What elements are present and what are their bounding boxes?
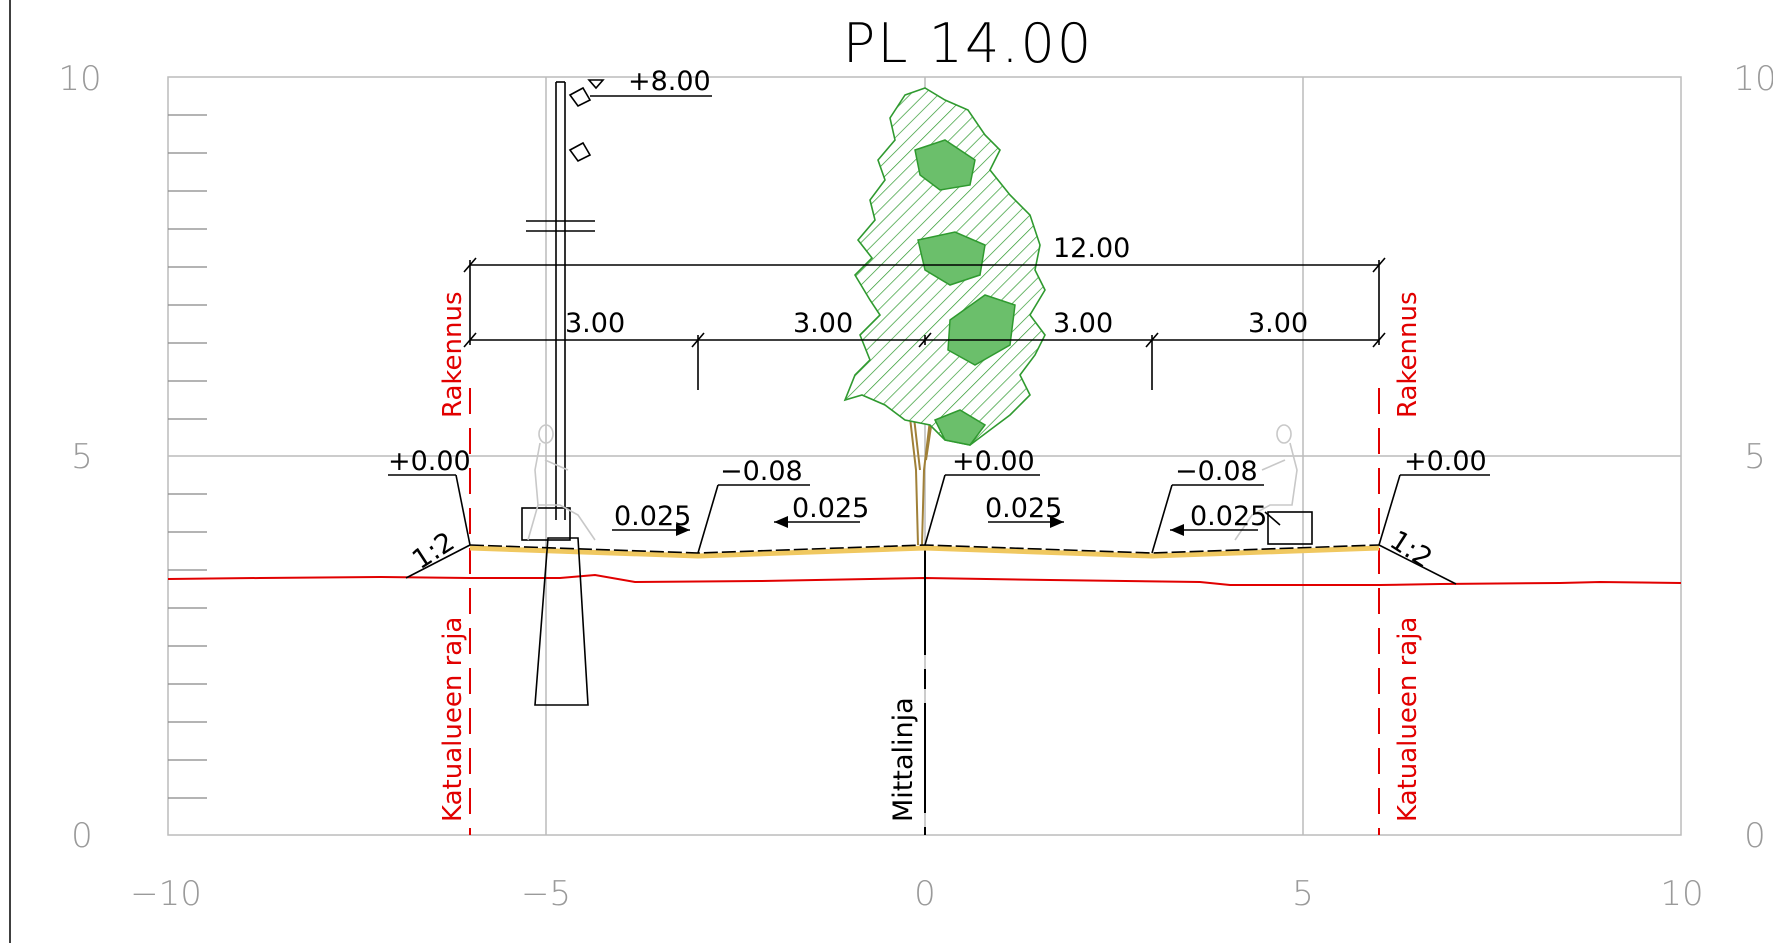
embankment-slope-left: 1:2 xyxy=(407,526,460,576)
street-surface-fill xyxy=(469,545,1380,559)
dimension-total-label: 12.00 xyxy=(1053,233,1130,264)
y-tick-label-right: 0 xyxy=(1744,816,1766,856)
lamp-elevation-label: +8.00 xyxy=(628,66,711,97)
x-tick-label: 10 xyxy=(1660,874,1703,914)
y-tick-label-right: 5 xyxy=(1744,437,1766,477)
elevation-label: +0.00 xyxy=(1404,446,1487,477)
dimension-segment-label: 3.00 xyxy=(565,308,625,339)
building-label-left: Rakennus xyxy=(438,291,468,418)
embankment-left xyxy=(405,544,471,579)
dimension-total xyxy=(463,257,1386,345)
x-tick-label: 0 xyxy=(914,874,936,914)
tree-icon xyxy=(843,87,1046,546)
embankment-right xyxy=(1378,544,1457,585)
elevation-label: −0.08 xyxy=(720,456,803,487)
elevation-leaders xyxy=(388,474,1490,554)
street-boundary-label-right: Katualueen raja xyxy=(1393,617,1423,822)
bench-right-icon xyxy=(1264,511,1313,545)
dimension-segment-label: 3.00 xyxy=(1053,308,1113,339)
slope-label: 0.025 xyxy=(792,493,869,524)
elevation-label: −0.08 xyxy=(1175,456,1258,487)
x-tick-label: −5 xyxy=(521,874,571,914)
dimension-segment-label: 3.00 xyxy=(1248,308,1308,339)
y-tick-label-left: 10 xyxy=(58,59,101,99)
y-tick-label-left: 0 xyxy=(71,816,93,856)
elevation-label: +0.00 xyxy=(952,446,1035,477)
left-ruler xyxy=(168,114,207,799)
slope-label: 0.025 xyxy=(1190,501,1267,532)
y-tick-label-left: 5 xyxy=(71,437,93,477)
person-sitting-right-icon xyxy=(1234,424,1298,541)
lamp-post-icon xyxy=(521,79,712,706)
x-tick-label: −10 xyxy=(130,874,202,914)
dimension-segment-label: 3.00 xyxy=(793,308,853,339)
page-title: PL 14.00 xyxy=(843,12,1093,75)
dimension-segments xyxy=(463,332,1386,390)
slope-label: 0.025 xyxy=(614,501,691,532)
building-label-right: Rakennus xyxy=(1393,291,1423,418)
slope-label: 0.025 xyxy=(985,493,1062,524)
slope-arrows xyxy=(612,516,1258,536)
axis-labels: −10 −5 0 5 10 0 5 10 0 5 10 xyxy=(58,59,1773,914)
y-tick-label-right: 10 xyxy=(1733,59,1773,99)
person-sitting-left-icon xyxy=(527,424,596,541)
survey-line-label: Mittalinja xyxy=(888,697,919,822)
elevation-label: +0.00 xyxy=(388,446,471,477)
x-tick-label: 5 xyxy=(1292,874,1314,914)
embankment-slope-right: 1:2 xyxy=(1384,525,1437,575)
street-boundary-label-left: Katualueen raja xyxy=(438,617,468,822)
